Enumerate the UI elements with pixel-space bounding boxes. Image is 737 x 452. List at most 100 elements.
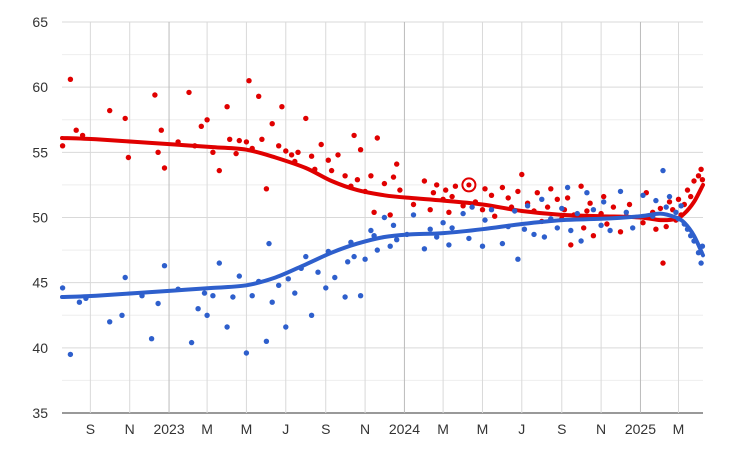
data-point[interactable] [119, 312, 125, 318]
data-point[interactable] [390, 222, 397, 228]
data-point[interactable] [617, 229, 624, 235]
data-point[interactable] [357, 147, 364, 153]
data-point[interactable] [673, 209, 679, 215]
data-point[interactable] [292, 290, 298, 296]
data-point[interactable] [285, 276, 291, 282]
data-point[interactable] [479, 243, 486, 249]
data-point[interactable] [663, 223, 669, 230]
data-point[interactable] [607, 227, 613, 234]
data-point[interactable] [394, 237, 400, 243]
data-point[interactable] [678, 203, 684, 209]
data-point[interactable] [148, 336, 155, 342]
data-point[interactable] [204, 117, 210, 123]
data-point[interactable] [410, 201, 417, 208]
data-point[interactable] [568, 242, 574, 248]
data-point[interactable] [488, 192, 495, 198]
data-point[interactable] [155, 300, 161, 307]
data-point[interactable] [308, 153, 315, 159]
data-point[interactable] [374, 135, 380, 141]
data-point[interactable] [684, 187, 691, 193]
data-point[interactable] [601, 199, 607, 205]
data-point[interactable] [430, 190, 437, 196]
data-point[interactable] [587, 200, 593, 206]
data-point[interactable] [236, 273, 242, 279]
data-point[interactable] [554, 225, 560, 231]
data-point[interactable] [198, 123, 204, 129]
data-point[interactable] [691, 178, 697, 184]
data-point[interactable] [640, 192, 646, 198]
data-point[interactable] [519, 171, 525, 178]
data-point[interactable] [186, 89, 192, 96]
data-point[interactable] [371, 209, 377, 215]
data-point[interactable] [107, 107, 113, 114]
data-point[interactable] [263, 186, 270, 192]
data-point[interactable] [269, 299, 275, 305]
data-point[interactable] [505, 195, 511, 201]
data-point[interactable] [590, 233, 597, 239]
data-point[interactable] [452, 183, 459, 189]
data-point[interactable] [362, 256, 368, 262]
data-point[interactable] [449, 225, 455, 231]
data-point[interactable] [390, 174, 397, 180]
data-point[interactable] [236, 137, 242, 144]
data-point[interactable] [610, 204, 617, 210]
data-point[interactable] [342, 173, 348, 179]
data-point[interactable] [230, 294, 236, 300]
data-point[interactable] [279, 104, 285, 110]
data-point[interactable] [653, 197, 659, 204]
data-point[interactable] [76, 299, 83, 305]
data-point[interactable] [342, 294, 348, 300]
data-point[interactable] [368, 173, 374, 179]
data-point[interactable] [515, 256, 521, 262]
data-point[interactable] [421, 246, 428, 252]
data-point[interactable] [421, 178, 428, 184]
data-point[interactable] [368, 227, 374, 234]
data-point[interactable] [640, 220, 646, 226]
data-point[interactable] [259, 136, 265, 142]
data-point[interactable] [204, 312, 210, 318]
data-point[interactable] [216, 167, 222, 174]
data-point[interactable] [67, 76, 74, 83]
data-point[interactable] [210, 149, 216, 155]
data-point[interactable] [531, 231, 537, 238]
data-point[interactable] [554, 196, 560, 202]
data-point[interactable] [276, 143, 282, 149]
data-point[interactable] [354, 177, 361, 183]
data-point[interactable] [351, 253, 357, 260]
data-point[interactable] [335, 152, 341, 158]
data-point[interactable] [521, 226, 528, 232]
data-point[interactable] [544, 204, 551, 210]
data-point[interactable] [387, 212, 393, 218]
data-point[interactable] [559, 205, 565, 212]
data-point[interactable] [155, 149, 161, 155]
data-point[interactable] [564, 184, 571, 191]
data-point[interactable] [381, 180, 388, 187]
data-point[interactable] [67, 351, 74, 358]
data-point[interactable] [266, 240, 272, 247]
data-point[interactable] [332, 274, 338, 281]
data-point[interactable] [152, 92, 158, 98]
data-point[interactable] [466, 235, 472, 242]
data-point[interactable] [161, 165, 168, 171]
data-point[interactable] [499, 240, 506, 247]
data-point[interactable] [698, 166, 704, 172]
data-point[interactable] [288, 152, 295, 158]
data-point[interactable] [227, 136, 233, 142]
data-point[interactable] [308, 312, 315, 318]
data-point[interactable] [374, 247, 380, 253]
data-point[interactable] [660, 167, 666, 174]
data-point[interactable] [574, 210, 580, 217]
data-point[interactable] [381, 214, 388, 221]
data-point[interactable] [410, 212, 417, 218]
data-point[interactable] [663, 204, 669, 210]
data-point[interactable] [482, 217, 488, 223]
data-point[interactable] [699, 177, 706, 183]
data-point[interactable] [578, 238, 584, 244]
data-point[interactable] [125, 154, 132, 161]
data-point[interactable] [318, 141, 324, 148]
data-point[interactable] [434, 182, 440, 188]
data-point[interactable] [434, 234, 440, 240]
data-point[interactable] [584, 208, 590, 214]
data-point[interactable] [539, 196, 545, 202]
data-point[interactable] [303, 253, 309, 260]
